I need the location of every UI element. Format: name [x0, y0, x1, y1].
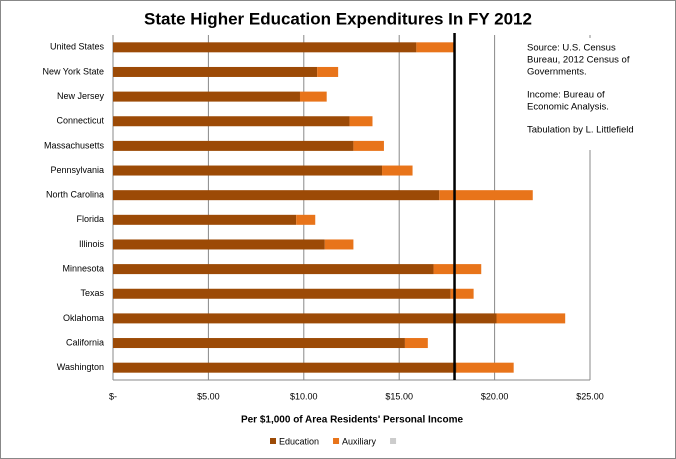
bar — [113, 264, 434, 275]
bar — [113, 116, 350, 127]
x-tick-label: $5.00 — [197, 391, 220, 401]
bar — [113, 362, 457, 373]
bar — [113, 91, 300, 102]
y-tick-label: Florida — [76, 214, 104, 224]
y-tick-label: United States — [50, 42, 105, 52]
y-tick-label: New Jersey — [57, 91, 105, 101]
annotation: Bureau, 2012 Census of — [527, 55, 630, 66]
bar — [113, 165, 383, 176]
bar — [416, 42, 455, 53]
annotation: Governments. — [527, 67, 587, 78]
bar — [296, 214, 316, 225]
bar — [456, 362, 514, 373]
y-tick-label: Texas — [80, 288, 104, 298]
legend-label: Auxiliary — [342, 436, 377, 446]
y-tick-label: Washington — [57, 362, 104, 372]
x-tick-label: $- — [109, 391, 117, 401]
annotation: Tabulation by L. Littlefield — [527, 125, 634, 136]
y-tick-label: Connecticut — [56, 116, 104, 126]
bar — [113, 140, 354, 151]
annotation: Economic Analysis. — [527, 102, 609, 113]
bar — [113, 42, 417, 53]
bar — [113, 66, 318, 77]
bar — [349, 116, 373, 127]
y-tick-label: Illinois — [79, 239, 105, 249]
y-tick-label: North Carolina — [46, 190, 104, 200]
bar — [353, 140, 384, 151]
bar — [113, 214, 297, 225]
bar — [299, 91, 327, 102]
annotation: Income: Bureau of — [527, 90, 605, 101]
legend-label: Education — [279, 436, 319, 446]
bar — [113, 313, 497, 324]
y-tick-label: California — [66, 337, 104, 347]
x-tick-label: $20.00 — [481, 391, 509, 401]
y-tick-label: Massachusetts — [44, 140, 105, 150]
x-tick-label: $25.00 — [576, 391, 604, 401]
bar — [113, 338, 405, 349]
bar — [439, 190, 533, 201]
bar — [317, 66, 339, 77]
bar — [382, 165, 413, 176]
x-tick-label: $10.00 — [290, 391, 318, 401]
y-tick-label: Oklahoma — [63, 313, 104, 323]
bar — [496, 313, 566, 324]
bar — [113, 239, 325, 250]
legend-swatch — [390, 438, 397, 444]
annotation: Source: U.S. Census — [527, 43, 616, 54]
bar — [113, 190, 440, 201]
chart-title: State Higher Education Expenditures In F… — [144, 9, 532, 28]
annotation-box — [520, 38, 635, 150]
y-tick-label: Pennsylvania — [50, 165, 104, 175]
legend-swatch — [333, 438, 340, 444]
y-tick-label: Minnesota — [62, 263, 104, 273]
bar — [324, 239, 354, 250]
x-tick-label: $15.00 — [385, 391, 413, 401]
bar — [404, 338, 428, 349]
x-axis-title: Per $1,000 of Area Residents' Personal I… — [241, 415, 464, 426]
y-tick-label: New York State — [42, 66, 104, 76]
bar — [450, 288, 474, 299]
bar — [433, 264, 482, 275]
legend-swatch — [270, 438, 276, 444]
bar — [113, 288, 451, 299]
